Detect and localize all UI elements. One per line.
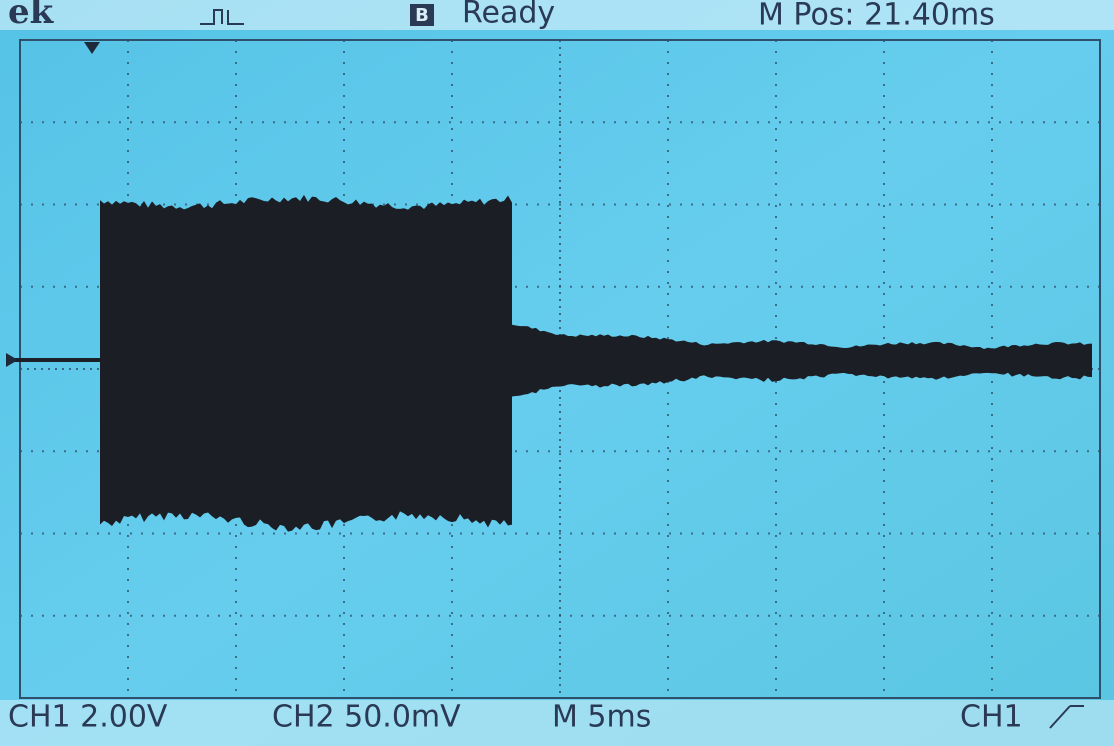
trigger-status: Ready xyxy=(462,0,555,31)
position-readout: M Pos: 21.40ms xyxy=(758,0,995,33)
waveform-burst xyxy=(100,195,512,532)
status-icon: B xyxy=(415,5,429,26)
ch2-scale: CH2 50.0mV xyxy=(272,700,461,735)
oscilloscope-photo: ek B Ready M Pos: 21.40ms CH1 2.00V CH2 … xyxy=(0,0,1114,746)
timebase: M 5ms xyxy=(552,700,651,735)
trigger-source: CH1 xyxy=(960,700,1023,735)
ch1-scale: CH1 2.00V xyxy=(8,700,168,735)
brand: ek xyxy=(8,0,55,32)
